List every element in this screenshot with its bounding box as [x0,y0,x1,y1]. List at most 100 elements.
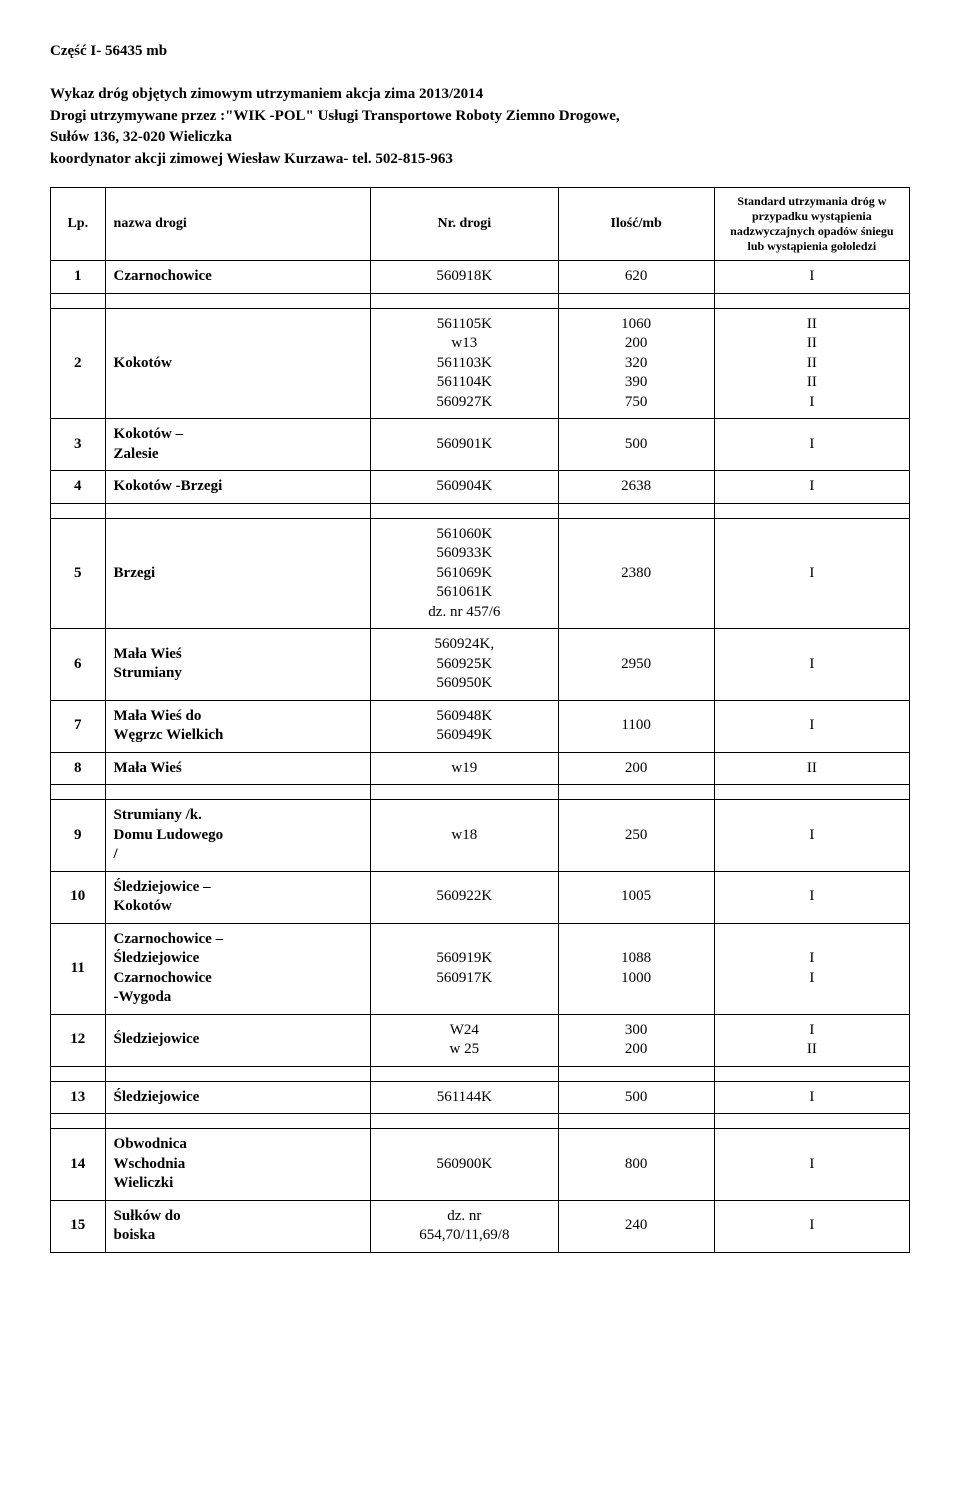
gap-cell [105,293,371,308]
cell-std: I [714,1081,909,1114]
gap-cell [51,785,106,800]
cell-name: Kokotów [105,308,371,419]
cell-qty: 2380 [558,518,714,629]
cell-std: I I [714,923,909,1014]
header-line-2: Drogi utrzymywane przez :"WIK -POL" Usłu… [50,107,910,127]
cell-name: Brzegi [105,518,371,629]
cell-nr: 560919K 560917K [371,923,558,1014]
cell-name: Mała Wieś Strumiany [105,629,371,701]
cell-qty: 800 [558,1129,714,1201]
header-line-3: Sułów 136, 32-020 Wieliczka [50,128,910,148]
cell-lp: 11 [51,923,106,1014]
gap-cell [371,293,558,308]
table-row: 4Kokotów -Brzegi560904K2638I [51,471,910,504]
cell-lp: 9 [51,800,106,872]
cell-lp: 6 [51,629,106,701]
cell-lp: 1 [51,261,106,294]
page-title: Część I- 56435 mb [50,42,910,62]
gap-cell [714,293,909,308]
cell-qty: 2950 [558,629,714,701]
cell-qty: 300 200 [558,1014,714,1066]
header-line-1: Wykaz dróg objętych zimowym utrzymaniem … [50,85,910,105]
gap-cell [51,503,106,518]
cell-std: I [714,261,909,294]
cell-std: I [714,419,909,471]
cell-nr: 561105K w13 561103K 561104K 560927K [371,308,558,419]
col-header-std: Standard utrzymania dróg w przypadku wys… [714,188,909,261]
table-row: 8Mała Wieśw19200II [51,752,910,785]
cell-name: Mała Wieś [105,752,371,785]
cell-std: I [714,518,909,629]
table-header-row: Lp. nazwa drogi Nr. drogi Ilość/mb Stand… [51,188,910,261]
cell-qty: 1060 200 320 390 750 [558,308,714,419]
gap-cell [51,1114,106,1129]
table-row [51,1114,910,1129]
table-row: 1Czarnochowice560918K620I [51,261,910,294]
table-row: 2Kokotów561105K w13 561103K 561104K 5609… [51,308,910,419]
cell-qty: 500 [558,419,714,471]
table-row: 14Obwodnica Wschodnia Wieliczki560900K80… [51,1129,910,1201]
cell-std: I [714,1200,909,1252]
cell-std: II [714,752,909,785]
table-row [51,785,910,800]
cell-qty: 240 [558,1200,714,1252]
gap-cell [371,1114,558,1129]
cell-lp: 14 [51,1129,106,1201]
cell-lp: 7 [51,700,106,752]
cell-lp: 4 [51,471,106,504]
cell-lp: 2 [51,308,106,419]
table-row: 12ŚledziejowiceW24 w 25300 200I II [51,1014,910,1066]
gap-cell [558,1114,714,1129]
cell-nr: w19 [371,752,558,785]
cell-std: I [714,1129,909,1201]
cell-nr: 561060K 560933K 561069K 561061K dz. nr 4… [371,518,558,629]
table-row: 7Mała Wieś do Węgrzc Wielkich560948K 560… [51,700,910,752]
cell-qty: 1005 [558,871,714,923]
cell-lp: 3 [51,419,106,471]
cell-lp: 5 [51,518,106,629]
cell-lp: 10 [51,871,106,923]
cell-lp: 8 [51,752,106,785]
gap-cell [558,293,714,308]
table-row: 6Mała Wieś Strumiany560924K, 560925K 560… [51,629,910,701]
cell-std: I II [714,1014,909,1066]
gap-cell [714,785,909,800]
col-header-lp: Lp. [51,188,106,261]
roads-table: Lp. nazwa drogi Nr. drogi Ilość/mb Stand… [50,187,910,1253]
gap-cell [105,503,371,518]
cell-nr: W24 w 25 [371,1014,558,1066]
cell-qty: 620 [558,261,714,294]
cell-name: Kokotów – Zalesie [105,419,371,471]
table-row: 5Brzegi561060K 560933K 561069K 561061K d… [51,518,910,629]
cell-name: Obwodnica Wschodnia Wieliczki [105,1129,371,1201]
cell-std: I [714,629,909,701]
cell-name: Śledziejowice [105,1081,371,1114]
cell-std: I [714,871,909,923]
table-row: 10Śledziejowice – Kokotów560922K1005I [51,871,910,923]
gap-cell [105,785,371,800]
cell-nr: w18 [371,800,558,872]
table-row: 13Śledziejowice561144K500I [51,1081,910,1114]
table-row [51,1066,910,1081]
cell-name: Strumiany /k. Domu Ludowego / [105,800,371,872]
cell-std: I [714,471,909,504]
cell-lp: 15 [51,1200,106,1252]
cell-qty: 1088 1000 [558,923,714,1014]
gap-cell [558,503,714,518]
header-line-4: koordynator akcji zimowej Wiesław Kurzaw… [50,150,910,170]
cell-name: Sułków do boiska [105,1200,371,1252]
col-header-name: nazwa drogi [105,188,371,261]
cell-name: Kokotów -Brzegi [105,471,371,504]
gap-cell [105,1114,371,1129]
gap-cell [371,1066,558,1081]
col-header-nr: Nr. drogi [371,188,558,261]
gap-cell [714,1066,909,1081]
cell-nr: 560924K, 560925K 560950K [371,629,558,701]
gap-cell [558,785,714,800]
cell-nr: 560922K [371,871,558,923]
cell-lp: 13 [51,1081,106,1114]
gap-cell [558,1066,714,1081]
cell-std: I [714,700,909,752]
cell-nr: 560948K 560949K [371,700,558,752]
col-header-qty: Ilość/mb [558,188,714,261]
